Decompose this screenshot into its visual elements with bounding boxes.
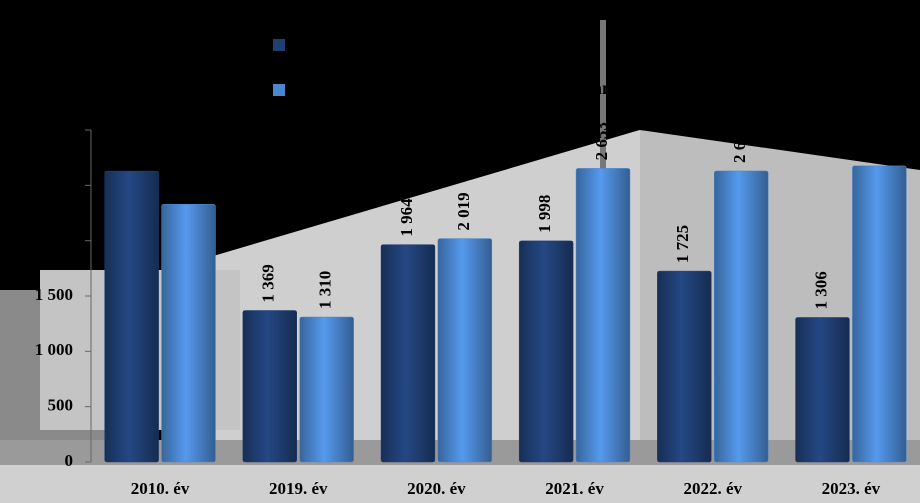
data-label: 1 310 — [316, 271, 335, 309]
x-tick-label: 2021. év — [545, 479, 604, 498]
bar — [299, 316, 354, 463]
bar — [657, 270, 712, 463]
data-label: 1 964 — [397, 198, 416, 237]
legend-swatch — [273, 39, 285, 51]
y-tick-label: 500 — [48, 396, 74, 415]
legend-swatch — [273, 84, 285, 96]
legend-label: Helyszíni bírsággal sújtott személyek sz… — [290, 78, 626, 98]
bar — [852, 165, 907, 463]
bar — [518, 240, 574, 463]
data-label: 1 369 — [259, 264, 278, 302]
data-label: 2 630 — [730, 125, 749, 163]
bar — [161, 204, 216, 463]
bar — [242, 310, 298, 463]
data-label: 2 019 — [454, 192, 473, 230]
legend-label: Szabálysértési feljelentések száma — [290, 33, 551, 53]
x-tick-label: 2010. év — [131, 479, 190, 498]
bar — [714, 170, 769, 463]
bar — [380, 244, 436, 463]
data-label: 2 329 — [177, 158, 196, 196]
y-tick-label: 1 000 — [35, 340, 73, 359]
bar — [104, 170, 159, 463]
data-label: 2 653 — [592, 122, 611, 160]
x-tick-label: 2023. év — [822, 479, 881, 498]
x-tick-label: 2022. év — [683, 479, 742, 498]
y-tick-label: 3 000 — [35, 119, 73, 138]
data-label: 1 306 — [811, 271, 830, 309]
bar — [575, 168, 631, 463]
y-tick-label: 2 000 — [35, 230, 73, 249]
data-label: 2 676 — [868, 120, 887, 158]
y-tick-label: 0 — [65, 451, 74, 470]
bar — [437, 238, 493, 463]
y-tick-label: 2 500 — [35, 174, 73, 193]
data-label: 1 998 — [535, 195, 554, 233]
bar — [795, 317, 850, 463]
data-label: 2 629 — [121, 125, 140, 163]
x-tick-label: 2019. év — [269, 479, 328, 498]
y-tick-label: 1 500 — [35, 285, 73, 304]
data-label: 1 725 — [673, 225, 692, 263]
x-tick-label: 2020. év — [407, 479, 466, 498]
